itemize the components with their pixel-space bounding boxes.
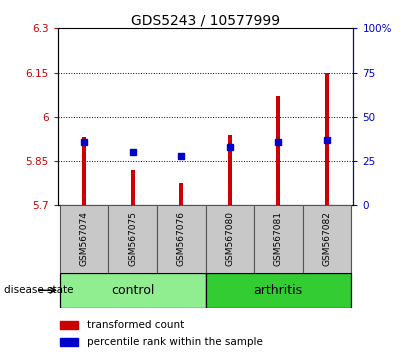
Bar	[60, 321, 78, 329]
Bar	[302, 205, 351, 273]
Bar	[254, 205, 302, 273]
Text: GSM567076: GSM567076	[177, 211, 186, 267]
Text: GSM567080: GSM567080	[225, 211, 234, 267]
Bar	[157, 205, 206, 273]
Text: GSM567081: GSM567081	[274, 211, 283, 267]
Bar	[131, 170, 135, 205]
Bar	[206, 273, 351, 308]
Text: GSM567082: GSM567082	[322, 211, 331, 267]
Bar	[228, 135, 232, 205]
Bar	[60, 205, 109, 273]
Text: GSM567074: GSM567074	[80, 211, 89, 267]
Bar	[109, 205, 157, 273]
Bar	[60, 338, 78, 346]
Bar	[325, 73, 329, 205]
Text: control: control	[111, 284, 155, 297]
Bar	[179, 183, 183, 205]
Bar	[206, 205, 254, 273]
Bar	[276, 96, 280, 205]
Bar	[82, 137, 86, 205]
Text: GSM567075: GSM567075	[128, 211, 137, 267]
Text: percentile rank within the sample: percentile rank within the sample	[87, 337, 263, 347]
Text: disease state: disease state	[4, 285, 74, 295]
Title: GDS5243 / 10577999: GDS5243 / 10577999	[131, 13, 280, 27]
Bar	[60, 273, 206, 308]
Text: transformed count: transformed count	[87, 320, 185, 330]
Text: arthritis: arthritis	[254, 284, 303, 297]
